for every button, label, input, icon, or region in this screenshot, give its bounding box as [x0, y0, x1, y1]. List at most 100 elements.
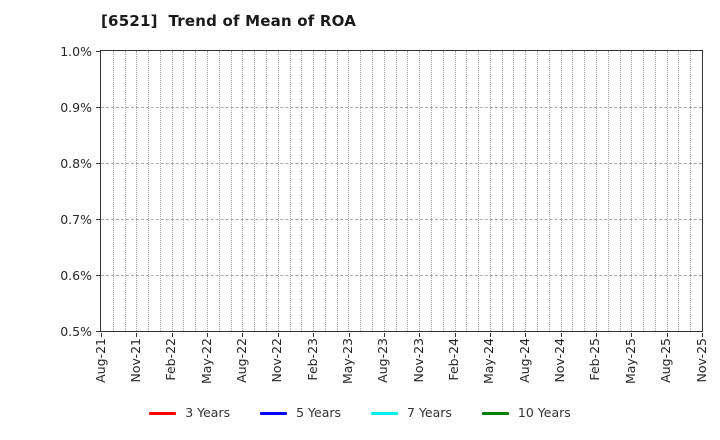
horizontal-gridline	[101, 219, 702, 220]
y-tick-mark	[96, 219, 100, 220]
vertical-gridline	[265, 51, 267, 331]
vertical-gridline	[324, 51, 326, 331]
vertical-gridline	[230, 51, 232, 331]
x-tick-mark	[525, 333, 527, 337]
vertical-gridline	[159, 51, 161, 331]
vertical-gridline	[537, 51, 539, 331]
vertical-gridline	[690, 51, 692, 331]
x-tick-mark	[454, 333, 456, 337]
legend-item-3-years: 3 Years	[149, 406, 230, 420]
y-tick-mark	[96, 107, 100, 108]
legend-swatch-line	[149, 411, 177, 415]
x-tick-mark	[419, 333, 421, 337]
x-tick-mark	[101, 333, 102, 337]
y-tick-label: 0.6%	[60, 267, 92, 283]
vertical-gridline	[383, 51, 385, 331]
vertical-gridline	[466, 51, 468, 331]
x-tick-label: Feb-24	[446, 338, 461, 381]
legend-swatch-line	[481, 411, 509, 415]
y-tick-label: 0.8%	[60, 155, 92, 171]
y-tick-mark	[96, 163, 100, 164]
vertical-gridline	[442, 51, 444, 331]
vertical-gridline	[548, 51, 550, 331]
x-tick-label: May-23	[340, 338, 355, 385]
vertical-gridline	[478, 51, 480, 331]
vertical-gridline	[124, 51, 126, 331]
vertical-gridline	[218, 51, 220, 331]
legend-item-5-years: 5 Years	[260, 406, 341, 420]
x-tick-mark	[702, 333, 703, 337]
x-tick-mark	[313, 333, 315, 337]
vertical-gridline	[619, 51, 621, 331]
x-tick-mark	[383, 333, 385, 337]
y-tick-label: 0.7%	[60, 211, 92, 227]
vertical-gridline	[195, 51, 197, 331]
vertical-gridline	[654, 51, 656, 331]
x-tick-label: Nov-25	[693, 338, 709, 383]
x-tick-label: Feb-22	[163, 338, 179, 381]
vertical-gridline	[277, 51, 279, 331]
vertical-gridline	[171, 51, 173, 331]
x-tick-mark	[348, 333, 350, 337]
x-tick-mark	[136, 333, 138, 337]
vertical-gridline	[489, 51, 491, 331]
vertical-gridline	[525, 51, 527, 331]
x-tick-mark	[595, 333, 597, 337]
legend-item-label: 5 Years	[296, 405, 342, 420]
vertical-gridline	[513, 51, 515, 331]
y-tick-mark	[96, 275, 100, 276]
vertical-gridline	[207, 51, 209, 331]
vertical-gridline	[254, 51, 256, 331]
vertical-gridline	[313, 51, 315, 331]
x-tick-mark	[666, 333, 668, 337]
x-tick-mark	[560, 333, 562, 337]
horizontal-gridline	[101, 163, 702, 164]
x-tick-label: Nov-21	[127, 338, 143, 383]
x-tick-label: Aug-23	[375, 338, 391, 383]
vertical-gridline	[678, 51, 680, 331]
x-tick-label: Aug-21	[92, 338, 108, 383]
x-tick-label: Aug-25	[658, 338, 674, 383]
chart-title: [6521] Trend of Mean of ROA	[101, 12, 357, 30]
legend-item-label: 3 Years	[185, 405, 231, 420]
vertical-gridline	[360, 51, 362, 331]
legend-swatch-line	[260, 411, 288, 415]
legend-swatch-line	[371, 411, 399, 415]
vertical-gridline	[631, 51, 633, 331]
vertical-gridline	[595, 51, 597, 331]
vertical-gridline	[336, 51, 338, 331]
x-tick-label: Aug-24	[516, 338, 532, 383]
vertical-gridline	[301, 51, 303, 331]
vertical-gridline	[289, 51, 291, 331]
x-tick-label: Nov-23	[410, 338, 426, 383]
legend: 3 Years 5 Years 7 Years 10 Years	[0, 402, 720, 424]
vertical-gridline	[607, 51, 609, 331]
x-tick-label: May-25	[622, 338, 638, 385]
x-tick-mark	[207, 333, 209, 337]
x-tick-mark	[171, 333, 173, 337]
x-tick-label: May-24	[481, 338, 497, 385]
vertical-gridline	[348, 51, 350, 331]
x-tick-label: Aug-22	[233, 338, 249, 383]
legend-item-label: 10 Years	[517, 405, 571, 420]
legend-item-label: 7 Years	[407, 405, 452, 420]
vertical-gridline	[666, 51, 668, 331]
vertical-gridline	[572, 51, 574, 331]
vertical-gridline	[643, 51, 645, 331]
x-tick-label: Nov-24	[552, 338, 568, 383]
series-lines-layer	[101, 51, 702, 331]
y-tick-label: 0.9%	[60, 99, 92, 115]
vertical-gridline	[183, 51, 185, 331]
x-tick-label: Feb-23	[304, 338, 320, 381]
x-tick-label: Feb-25	[587, 338, 603, 381]
y-tick-mark	[96, 331, 100, 332]
vertical-gridline	[419, 51, 421, 331]
legend-item-7-years: 7 Years	[371, 406, 452, 420]
x-tick-mark	[242, 333, 244, 337]
vertical-gridline	[242, 51, 244, 331]
y-tick-label: 1.0%	[60, 43, 92, 59]
vertical-gridline	[584, 51, 586, 331]
vertical-gridline	[430, 51, 432, 331]
x-tick-label: May-22	[198, 338, 214, 385]
